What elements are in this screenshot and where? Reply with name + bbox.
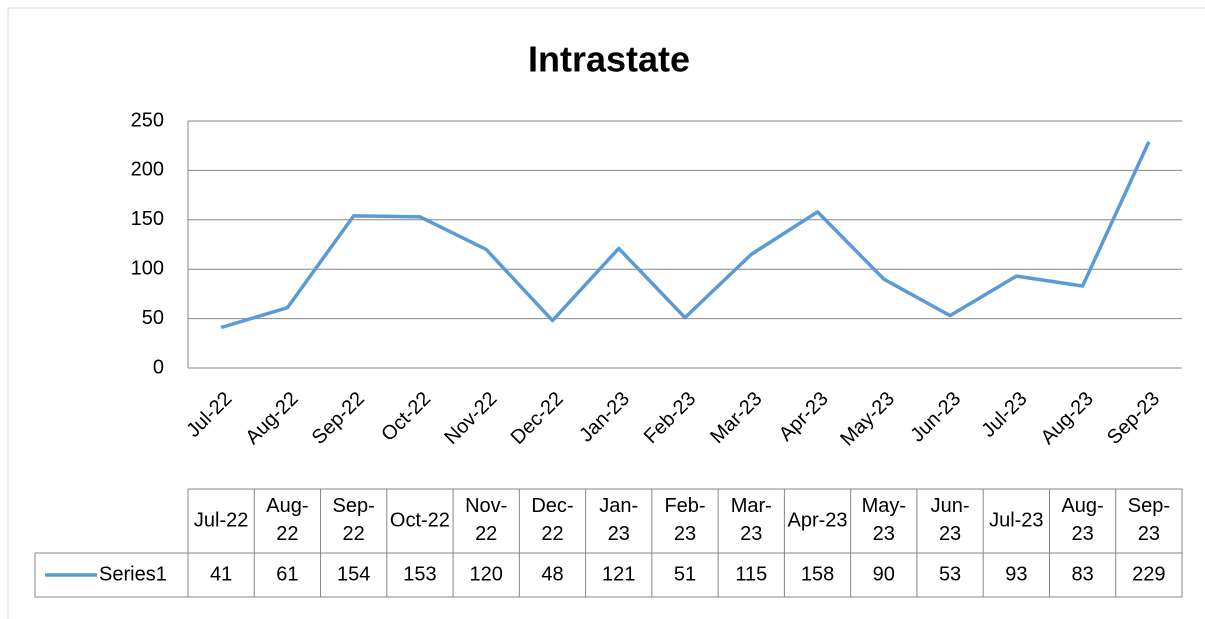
table-value: 83 <box>1071 563 1093 585</box>
legend-label: Series1 <box>99 563 167 585</box>
y-tick-label: 200 <box>131 159 164 181</box>
x-tick-label: Oct-22 <box>377 388 435 446</box>
table-header: Apr-23 <box>788 509 848 531</box>
x-tick-label: Nov-22 <box>440 388 501 449</box>
x-tick-label: Sep-23 <box>1103 388 1164 449</box>
chart-border <box>7 7 1205 619</box>
x-tick-label: Jun-23 <box>907 388 966 447</box>
table-header: Nov-22 <box>465 495 507 545</box>
table-value: 53 <box>939 563 961 585</box>
table-value: 115 <box>735 563 767 585</box>
table-header: Sep-22 <box>333 495 375 545</box>
x-tick-label: Feb-23 <box>640 388 700 448</box>
table-value: 41 <box>210 563 232 585</box>
table-value: 229 <box>1132 563 1165 585</box>
x-tick-label: Apr-23 <box>775 388 833 446</box>
x-tick-label: May-23 <box>836 388 899 451</box>
table-value: 90 <box>873 563 895 585</box>
table-value: 61 <box>276 563 298 585</box>
y-tick-label: 0 <box>153 356 164 378</box>
table-header: Sep-23 <box>1128 495 1170 545</box>
x-tick-label: Aug-23 <box>1037 388 1098 449</box>
x-tick-label: Jul-23 <box>978 388 1032 442</box>
table-header: Dec-22 <box>531 495 573 545</box>
table-value: 120 <box>470 563 503 585</box>
table-value: 93 <box>1005 563 1027 585</box>
x-tick-label: Mar-23 <box>706 388 766 448</box>
y-tick-label: 250 <box>131 109 164 131</box>
table-header: Aug-23 <box>1061 495 1103 545</box>
table-header: Feb-23 <box>664 495 705 545</box>
x-tick-label: Sep-22 <box>308 388 369 449</box>
chart-title: Intrastate <box>528 39 690 80</box>
table-value: 121 <box>602 563 635 585</box>
x-tick-label: Jan-23 <box>575 388 634 447</box>
table-value: 154 <box>337 563 370 585</box>
y-tick-label: 100 <box>131 257 164 279</box>
y-tick-label: 150 <box>131 208 164 230</box>
table-header: Jul-22 <box>194 509 248 531</box>
table-header: Jan-23 <box>599 495 638 545</box>
table-value: 51 <box>674 563 696 585</box>
data-line <box>220 141 1151 330</box>
y-tick-label: 50 <box>142 307 164 329</box>
table-header: May-23 <box>862 495 906 545</box>
x-tick-label: Aug-22 <box>242 388 303 449</box>
x-tick-label: Dec-22 <box>507 388 568 449</box>
table-header: Aug-22 <box>266 495 308 545</box>
table-value: 158 <box>801 563 834 585</box>
x-tick-label: Jul-22 <box>182 388 236 442</box>
table-header: Jun-23 <box>931 495 970 545</box>
table-header: Oct-22 <box>390 509 450 531</box>
table-value: 48 <box>541 563 563 585</box>
table-value: 153 <box>403 563 436 585</box>
table-header: Mar-23 <box>731 495 772 545</box>
table-header: Jul-23 <box>989 509 1043 531</box>
